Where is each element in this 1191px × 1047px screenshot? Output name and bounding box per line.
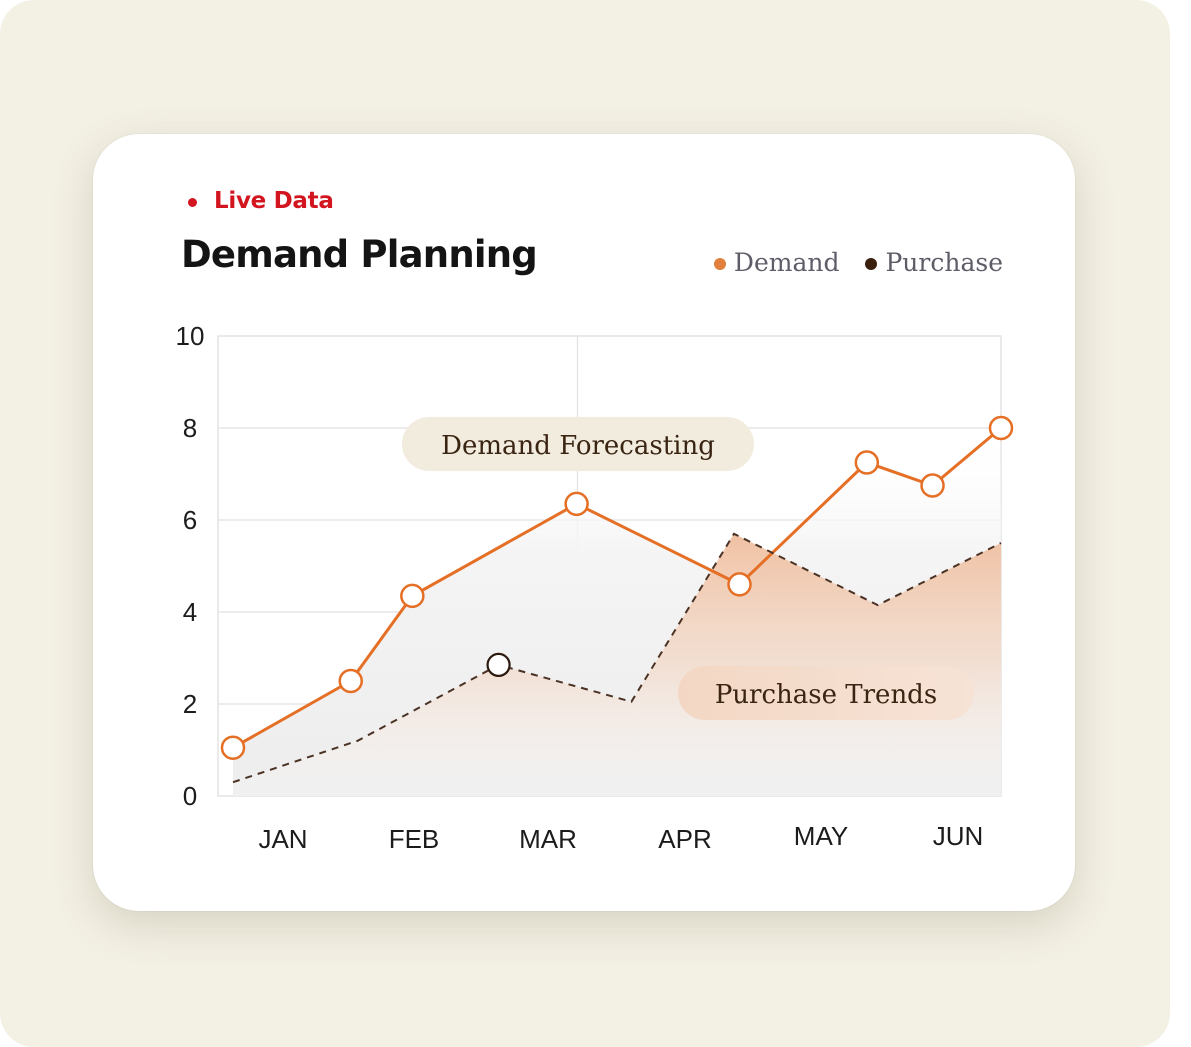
annotation-trends-pill <box>678 666 974 720</box>
x-tick-label: APR <box>658 824 711 854</box>
live-dot-icon <box>188 197 197 207</box>
x-tick-label: JAN <box>258 824 307 854</box>
demand-point[interactable] <box>338 668 363 694</box>
annotation-trends-label: Purchase Trends <box>715 680 937 710</box>
x-tick-label: JUN <box>933 821 984 851</box>
purchase-area <box>233 533 1001 796</box>
x-axis-ticks: JAN FEB MAR APR MAY JUN <box>258 821 983 854</box>
annotation-forecast-label: Demand Forecasting <box>441 431 715 461</box>
y-tick-label: 10 <box>176 321 205 351</box>
legend-label-demand: Demand <box>733 248 840 277</box>
y-axis-ticks: 0 2 4 6 8 10 <box>176 321 205 811</box>
legend-swatch-purchase <box>865 258 878 270</box>
demand-point[interactable] <box>988 415 1014 441</box>
annotation-forecast-pill <box>402 417 754 471</box>
y-tick-label: 6 <box>183 505 197 535</box>
purchase-line <box>232 532 1002 784</box>
live-data-label: Live Data <box>214 188 334 214</box>
demand-point[interactable] <box>920 473 945 498</box>
legend-item-purchase[interactable]: Purchase <box>865 248 1003 277</box>
legend-label-purchase: Purchase <box>885 248 1003 277</box>
live-data-indicator: Live Data <box>188 188 334 214</box>
y-tick-label: 0 <box>183 781 197 811</box>
demand-point[interactable] <box>564 491 589 517</box>
demand-point[interactable] <box>220 735 246 760</box>
legend-item-demand[interactable]: Demand <box>713 248 840 277</box>
x-tick-label: FEB <box>389 824 440 854</box>
y-tick-label: 4 <box>183 597 197 627</box>
annotation-demand-forecasting: Demand Forecasting <box>402 417 754 471</box>
demand-point[interactable] <box>400 583 425 609</box>
demand-point[interactable] <box>854 450 880 475</box>
legend-swatch-demand <box>713 258 726 270</box>
chart-legend: Demand Purchase <box>713 248 1003 277</box>
purchase-point[interactable] <box>486 652 511 678</box>
data-markers <box>220 415 1014 760</box>
y-tick-label: 8 <box>183 413 197 443</box>
y-tick-label: 2 <box>183 689 197 719</box>
demand-point[interactable] <box>727 572 752 597</box>
annotation-purchase-trends: Purchase Trends <box>678 666 974 720</box>
chart-title: Demand Planning <box>181 233 538 276</box>
x-tick-label: MAR <box>519 824 577 854</box>
x-tick-label: MAY <box>794 821 848 851</box>
